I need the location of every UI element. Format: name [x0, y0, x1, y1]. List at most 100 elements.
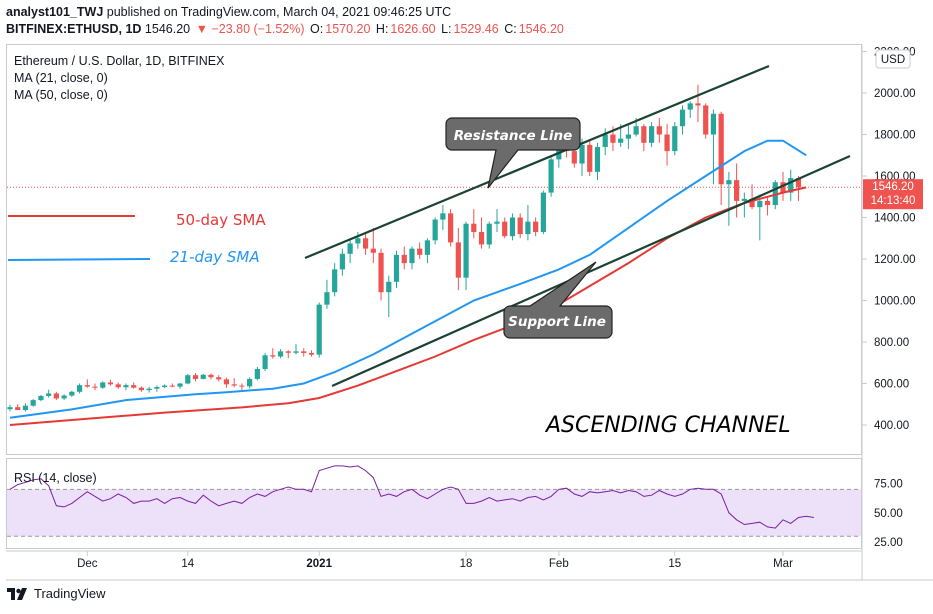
candle-body	[46, 393, 52, 396]
high-label: H:	[375, 22, 389, 36]
candle-body	[509, 217, 516, 237]
candle-body	[378, 252, 384, 293]
support-trendline[interactable]	[331, 154, 851, 388]
ma21-line	[9, 139, 807, 419]
rsi-tick-label: 75.00	[874, 478, 903, 490]
candle-body	[648, 126, 655, 143]
rsi-axis-ticks: 25.00 50.00 75.00	[874, 478, 903, 549]
price-tick-label: 1800.00	[874, 130, 916, 142]
legend-ma50[interactable]: MA (50, close, 0)	[14, 88, 108, 102]
candle-body	[69, 391, 75, 396]
candle-body	[795, 178, 802, 188]
currency-label: USD	[881, 54, 905, 66]
sma50-label: 50-day SMA	[176, 211, 266, 229]
candle-body	[208, 374, 214, 378]
candle-body	[192, 375, 199, 379]
resistance-trendline[interactable]	[304, 64, 770, 260]
candle-body	[618, 138, 624, 143]
candles	[7, 84, 802, 412]
candle-body	[386, 281, 392, 293]
candle-body	[463, 223, 469, 278]
candle-body	[154, 387, 160, 389]
price-tick-label: 400.00	[874, 420, 909, 432]
candle-body	[347, 243, 353, 254]
candle-body	[216, 377, 222, 380]
candle-body	[316, 304, 322, 355]
candle-body	[432, 219, 438, 241]
candle-body	[764, 200, 771, 206]
candle-body	[123, 385, 129, 388]
low-value: 1529.46	[453, 22, 499, 36]
candle-body	[332, 269, 338, 293]
time-tick-label: Mar	[773, 558, 793, 570]
candle-body	[556, 142, 562, 160]
author-name[interactable]: analyst101_TWJ	[6, 5, 104, 19]
candle-body	[726, 180, 732, 185]
legend-ma21[interactable]: MA (21, close, 0)	[14, 71, 108, 85]
candle-body	[602, 134, 608, 147]
ohlc-line: BITFINEX:ETHUSD, 1D 1546.20 ▼ −23.80 (−1…	[6, 21, 566, 38]
candle-body	[53, 393, 59, 399]
sma21-legend-line	[7, 258, 151, 261]
candle-body	[115, 384, 121, 388]
candle-body	[749, 198, 755, 208]
time-axis-ticks: Dec 14 2021 18 Feb 15 Mar	[77, 551, 793, 570]
candle-body	[131, 385, 137, 388]
candle-body	[61, 395, 67, 399]
rsi-band	[7, 489, 861, 537]
legend-rsi[interactable]: RSI (14, close)	[14, 471, 97, 485]
candle-body	[533, 221, 539, 233]
candle-body	[308, 352, 315, 355]
candle-body	[594, 146, 601, 172]
candle-body	[571, 151, 577, 164]
candle-body	[270, 355, 276, 357]
candle-body	[185, 375, 191, 384]
price-tick-label: 600.00	[874, 379, 909, 391]
candle-body	[641, 126, 647, 143]
candle-body	[695, 103, 701, 106]
candle-body	[525, 221, 531, 235]
candle-body	[548, 159, 554, 193]
candle-body	[30, 400, 36, 406]
candle-body	[38, 395, 44, 401]
candle-body	[169, 385, 175, 387]
publish-line: analyst101_TWJ published on TradingView.…	[6, 4, 566, 21]
candle-body	[424, 240, 431, 255]
candle-body	[757, 200, 763, 208]
candle-body	[262, 355, 268, 369]
candle-body	[7, 407, 13, 410]
candle-body	[301, 351, 307, 353]
candle-body	[664, 134, 670, 152]
candle-body	[107, 382, 114, 385]
currency-button[interactable]	[875, 49, 911, 69]
price-tick-label: 800.00	[874, 337, 909, 349]
candle-body	[579, 144, 585, 164]
time-tick-label: Feb	[549, 558, 569, 570]
candle-body	[22, 405, 29, 411]
time-tick-label: 14	[181, 558, 194, 570]
candle-body	[440, 213, 446, 220]
last-price-tag-value: 1546.20	[872, 181, 914, 193]
candle-body	[324, 292, 330, 305]
candle-body	[494, 221, 500, 224]
last-price: 1546.20	[144, 22, 191, 36]
candle-body	[92, 386, 98, 388]
candle-body	[200, 374, 206, 379]
candle-body	[687, 103, 693, 110]
close-label: C:	[504, 22, 517, 36]
rsi-line	[9, 465, 814, 529]
candle-body	[417, 248, 423, 255]
candle-body	[401, 254, 407, 264]
last-price-tag	[863, 179, 923, 210]
candle-body	[517, 217, 523, 235]
candle-body	[734, 180, 740, 201]
time-tick-label: 2021	[306, 558, 332, 570]
brand-label[interactable]: TradingView	[34, 586, 106, 601]
candle-body	[223, 379, 230, 385]
candle-body	[293, 351, 299, 353]
legend-title: Ethereum / U.S. Dollar, 1D, BITFINEX	[14, 54, 225, 68]
candle-body	[239, 385, 245, 387]
candle-body	[247, 378, 253, 387]
support-label: Support Line	[508, 314, 606, 330]
